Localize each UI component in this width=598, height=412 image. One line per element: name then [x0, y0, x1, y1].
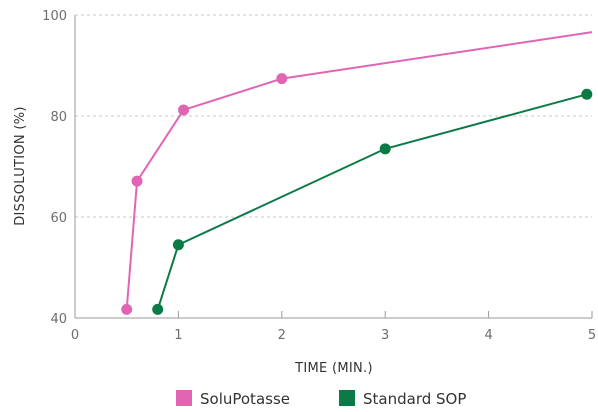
data-point-solupotasse [131, 175, 143, 187]
grid-layer [74, 14, 593, 318]
x-tick-label: 2 [278, 328, 286, 343]
series-line-standard-sop [156, 93, 588, 310]
y-tick-label: 100 [42, 9, 67, 24]
series-standard-sop [152, 88, 593, 315]
y-tick-label: 80 [50, 110, 67, 125]
data-point-solupotasse [121, 303, 133, 315]
data-point-solupotasse [276, 73, 288, 85]
y-tick-label: 60 [50, 211, 67, 226]
axis-layer [74, 15, 592, 319]
x-tick-label: 5 [588, 328, 596, 343]
y-axis-title: DISSOLUTION (%) [13, 106, 28, 226]
x-tick-label: 1 [174, 328, 182, 343]
data-point-solupotasse [178, 104, 190, 116]
series-trend-solupotasse [281, 31, 593, 80]
x-tick-label: 4 [484, 328, 492, 343]
legend-swatch-standard-sop [339, 390, 355, 406]
legend-label-standard-sop: Standard SOP [363, 390, 466, 408]
series-line-solupotasse [125, 77, 283, 310]
legend-label-solupotasse: SoluPotasse [200, 390, 290, 408]
series-solupotasse [121, 31, 593, 315]
data-point-standard-sop [581, 88, 593, 100]
legend: SoluPotasse Standard SOP [176, 390, 466, 408]
data-point-standard-sop [379, 143, 391, 155]
x-tick-label: 3 [381, 328, 389, 343]
x-axis-title: TIME (MIN.) [294, 361, 373, 376]
data-point-standard-sop [152, 303, 164, 315]
legend-swatch-solupotasse [176, 390, 192, 406]
x-tick-label: 0 [71, 328, 79, 343]
y-tick-label: 40 [50, 312, 67, 327]
label-layer: 40 60 80 100 0 1 2 3 4 5 [42, 9, 596, 343]
data-point-standard-sop [172, 239, 184, 251]
series-layer [121, 31, 593, 315]
